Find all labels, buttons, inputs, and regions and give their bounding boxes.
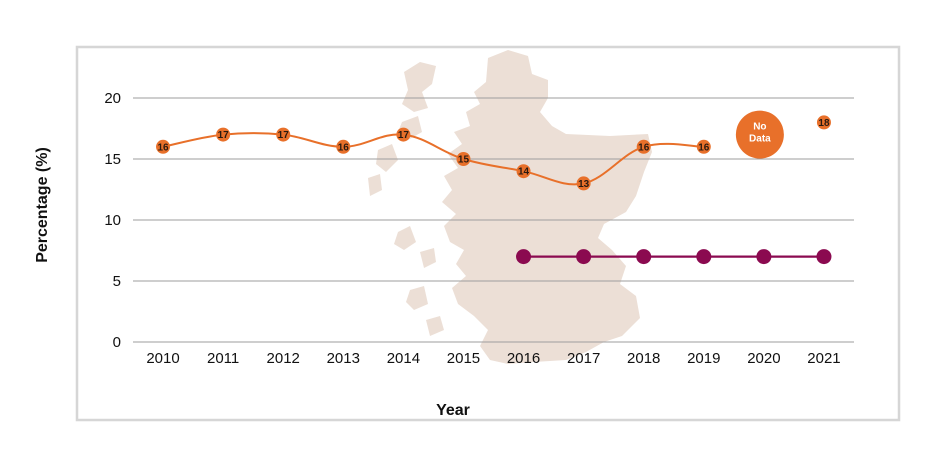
series-1-point — [336, 139, 351, 154]
data-label: 16 — [338, 142, 350, 153]
series-1-point — [816, 115, 831, 130]
series-1-point — [216, 127, 231, 142]
no-data-marker — [735, 110, 784, 159]
chart-frame — [75, 45, 901, 422]
x-tick-label: 2020 — [747, 350, 780, 367]
y-tick-label: 15 — [104, 151, 121, 168]
x-tick-label: 2021 — [807, 350, 840, 367]
data-label: 16 — [638, 142, 650, 153]
series-1-point — [156, 139, 171, 154]
y-tick-label: 20 — [104, 90, 121, 107]
data-label: 17 — [278, 130, 290, 141]
y-tick-label: 0 — [113, 334, 121, 351]
series-lines — [162, 131, 824, 258]
x-tick-label: 2015 — [447, 350, 480, 367]
x-axis-ticks: 2010 2011 2012 2013 2014 2015 2016 2017 2018 2019… — [146, 350, 840, 367]
x-tick-label: 2016 — [507, 350, 540, 367]
data-label: 14 — [518, 167, 530, 178]
series-2-point — [696, 249, 712, 265]
series-2-point — [516, 249, 532, 265]
x-tick-label: 2013 — [327, 350, 360, 367]
y-axis-title: Percentage (%) — [34, 147, 51, 263]
y-tick-label: 10 — [104, 212, 121, 229]
no-data-label: Data — [749, 134, 771, 145]
data-label: 13 — [578, 179, 590, 190]
data-label: 17 — [218, 130, 230, 141]
x-tick-label: 2011 — [207, 350, 239, 367]
data-label: 16 — [698, 142, 710, 153]
series-2-point — [816, 249, 832, 265]
series-2-point — [636, 249, 652, 265]
series-1-point — [516, 164, 531, 179]
series-2-point — [576, 249, 592, 265]
series-1-point — [696, 139, 711, 154]
x-axis-title: Year — [436, 402, 470, 419]
gridlines — [133, 97, 854, 343]
series-1-point — [636, 139, 651, 154]
x-tick-label: 2019 — [687, 350, 720, 367]
series-1-point — [396, 127, 411, 142]
series-1-line — [162, 131, 704, 186]
no-data-label: No — [753, 122, 766, 133]
series-points: 16 17 17 16 17 15 14 13 16 16 18 — [156, 115, 832, 265]
data-label: 15 — [458, 155, 470, 166]
x-tick-label: 2017 — [567, 350, 600, 367]
series-1-point — [576, 176, 591, 191]
x-tick-label: 2018 — [627, 350, 660, 367]
x-tick-label: 2012 — [267, 350, 300, 367]
series-2-point — [756, 249, 772, 265]
y-tick-label: 5 — [113, 273, 121, 290]
data-label: 18 — [818, 118, 830, 129]
data-label: 16 — [157, 142, 169, 153]
y-axis-ticks: 0 5 10 15 20 — [104, 90, 121, 351]
data-label: 17 — [398, 130, 410, 141]
scotland-map-background — [368, 50, 652, 364]
series-1-point — [276, 127, 291, 142]
series-1-point — [456, 152, 471, 166]
x-tick-label: 2010 — [146, 350, 179, 367]
x-tick-label: 2014 — [387, 350, 420, 367]
